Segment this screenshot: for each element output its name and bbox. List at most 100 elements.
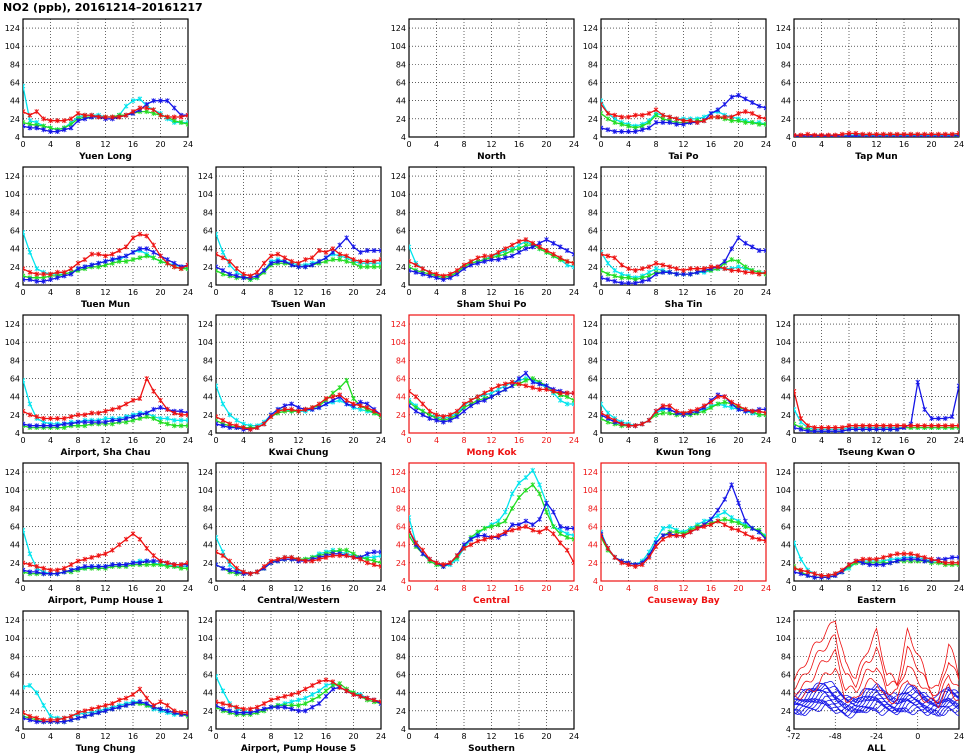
data-point-red [832, 425, 838, 431]
data-point-red [530, 385, 536, 391]
data-point-red [364, 560, 370, 566]
data-point-blue [151, 406, 156, 412]
x-tick-label: 20 [348, 584, 358, 593]
y-tick-label: 104 [198, 338, 213, 347]
y-tick-label: 84 [396, 208, 406, 217]
data-point-red [605, 110, 611, 116]
station-label: Kwun Tong [656, 448, 711, 458]
data-point-red [434, 560, 439, 566]
data-point-cyan [27, 249, 33, 255]
x-tick-label: 24 [954, 584, 964, 593]
data-point-red [936, 423, 941, 429]
data-point-green [337, 257, 343, 263]
data-point-green [756, 121, 762, 127]
data-point-red [743, 109, 748, 115]
y-tick-label: 44 [203, 689, 213, 698]
plot-frame [215, 462, 382, 582]
data-point-red [646, 264, 652, 270]
data-point-blue [344, 235, 349, 241]
plot-frame [22, 314, 189, 434]
y-tick-label: 44 [781, 689, 791, 698]
y-tick-label: 124 [776, 320, 791, 329]
data-point-red [358, 693, 363, 699]
y-tick-label: 104 [198, 190, 213, 199]
data-point-blue [605, 127, 611, 133]
data-point-red [763, 538, 766, 544]
data-point-blue [674, 271, 679, 277]
data-point-red [130, 531, 136, 537]
data-point-cyan [220, 249, 226, 255]
data-point-red [178, 266, 184, 272]
data-point-red [749, 269, 755, 275]
plot-frame [408, 166, 575, 286]
plot-frame [600, 18, 767, 138]
data-point-blue [660, 119, 666, 125]
data-point-blue [68, 567, 74, 573]
data-point-blue [116, 417, 122, 423]
data-point-red [151, 702, 156, 708]
data-point-blue [482, 258, 487, 264]
data-point-red [743, 269, 748, 275]
data-point-red [544, 525, 549, 531]
x-tick-label: 0 [20, 288, 25, 297]
y-tick-label: 84 [10, 356, 20, 365]
data-point-red [371, 562, 377, 568]
data-point-red [116, 248, 122, 254]
data-point-red [337, 684, 343, 690]
data-point-green [309, 697, 315, 703]
y-tick-label: 4 [786, 429, 791, 438]
data-point-red [309, 682, 315, 688]
data-point-red [942, 423, 948, 429]
data-point-blue [749, 525, 755, 531]
data-point-red [48, 271, 53, 277]
data-point-green [516, 494, 522, 500]
data-point-red [708, 522, 714, 528]
x-tick-label: 24 [183, 288, 193, 297]
data-point-green [626, 275, 631, 281]
data-point-red [482, 390, 487, 396]
data-point-red [564, 547, 570, 553]
data-point-blue [496, 390, 501, 396]
y-tick-label: 84 [588, 504, 598, 513]
x-tick-label: 0 [406, 436, 411, 445]
data-point-blue [619, 129, 624, 135]
y-tick-label: 44 [203, 393, 213, 402]
data-point-blue [82, 563, 88, 569]
x-tick-label: 20 [926, 140, 936, 149]
data-point-green [378, 264, 381, 270]
data-point-green [358, 264, 363, 270]
x-tick-label: 8 [268, 584, 273, 593]
data-point-red [468, 542, 474, 548]
data-point-red [605, 253, 611, 259]
series-group [216, 231, 381, 283]
data-point-red [116, 697, 122, 703]
data-point-red [220, 701, 226, 707]
data-point-green [557, 531, 563, 537]
data-point-red [89, 554, 95, 560]
data-point-green [794, 563, 797, 569]
data-point-red [736, 403, 741, 409]
data-point-cyan [34, 690, 40, 696]
data-point-red [89, 112, 95, 118]
data-point-red [303, 257, 308, 263]
data-point-red [447, 560, 453, 566]
data-point-red [68, 414, 74, 420]
y-tick-label: 64 [781, 79, 791, 88]
x-tick-label: 8 [846, 584, 851, 593]
x-tick-label: 16 [128, 584, 138, 593]
data-point-blue [275, 704, 281, 710]
data-point-red [130, 692, 136, 698]
plot-frame [793, 462, 960, 582]
x-tick-label: 12 [678, 584, 688, 593]
data-point-red [626, 266, 631, 272]
data-point-blue [137, 560, 143, 566]
x-tick-label: 12 [293, 584, 303, 593]
data-point-blue [68, 421, 74, 427]
data-point-red [23, 109, 26, 115]
y-tick-label: 104 [776, 42, 791, 51]
data-point-red [241, 706, 246, 712]
data-point-red [936, 558, 941, 564]
data-point-blue [454, 414, 460, 420]
